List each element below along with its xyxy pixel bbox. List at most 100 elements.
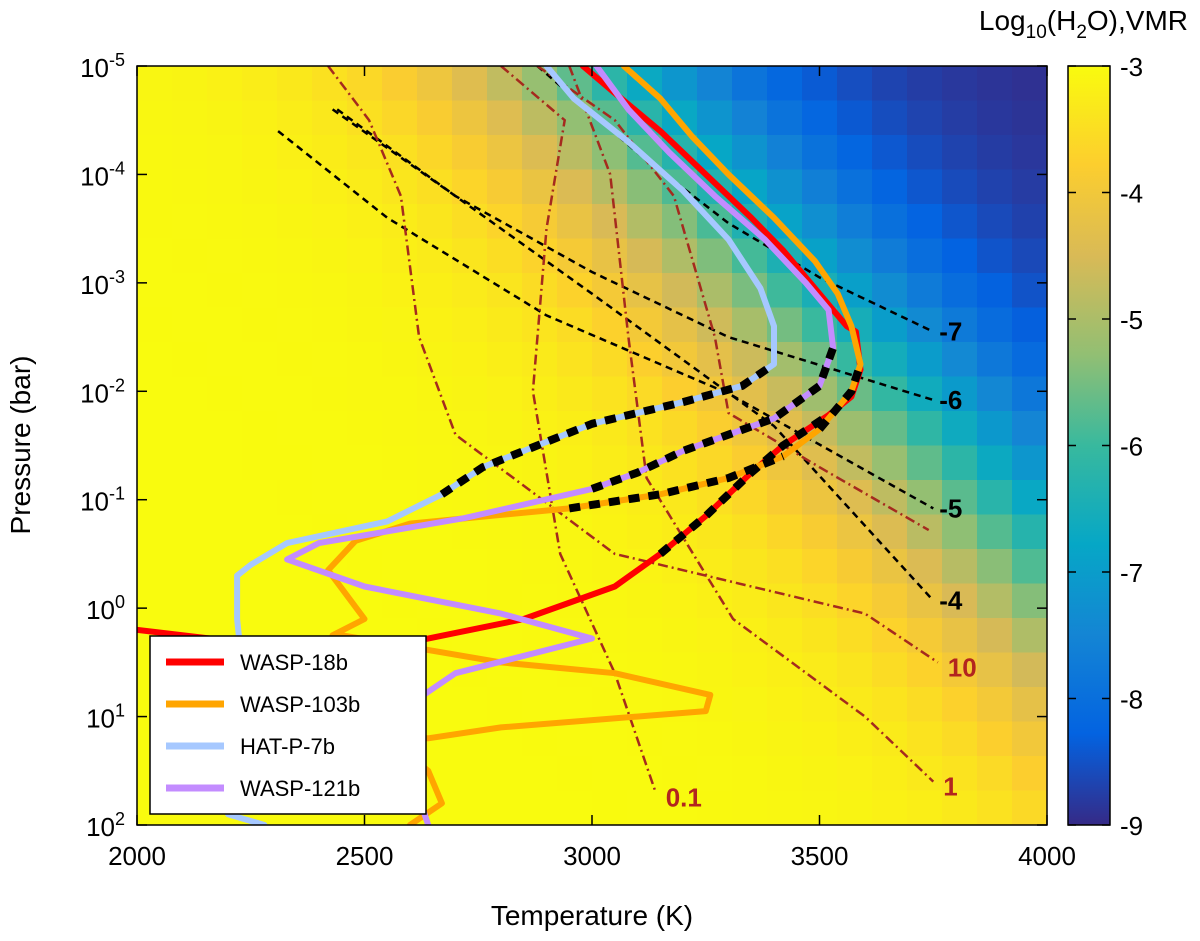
y-tick-label: 102 [86,809,125,842]
y-tick-label: 10-1 [80,484,125,517]
heatmap-cell [277,307,313,343]
heatmap-cell [942,445,978,481]
heatmap-cell [172,376,208,412]
heatmap-cell [802,514,838,550]
heatmap-cell [767,135,803,171]
heatmap-cell [242,204,278,240]
heatmap-cell [347,411,383,447]
heatmap-cell [837,480,873,516]
heatmap-cell [277,135,313,171]
heatmap-cell [907,411,943,447]
pt-profiles [137,66,865,825]
heatmap-cell [557,204,593,240]
heatmap-cell [942,618,978,654]
heatmap-cell [242,342,278,378]
heatmap-cell [1012,238,1047,274]
heatmap-cell [1012,618,1047,654]
heatmap-cell [697,66,733,102]
heatmap-cell [522,549,558,585]
heatmap-cell [452,66,488,102]
heatmap-cell [942,549,978,585]
heatmap-cell [172,135,208,171]
heatmap-cell [732,618,768,654]
heatmap-cell [627,238,663,274]
heatmap-cell [977,514,1013,550]
heatmap-cell [487,376,523,412]
heatmap-cell [767,583,803,619]
heatmap-cell [732,169,768,205]
heatmap-cell [592,756,628,792]
heatmap-cell [697,756,733,792]
heatmap-cell [137,307,173,343]
heatmap-cell [417,445,453,481]
heatmap-cell [347,549,383,585]
heatmap-cell [907,618,943,654]
heatmap-cell [452,135,488,171]
isobar-label: -5 [939,493,962,523]
heatmap-cell [977,307,1013,343]
heatmap-cell [1012,342,1047,378]
heatmap-cell [347,480,383,516]
heatmap-cell [487,169,523,205]
heatmap-cell [312,445,348,481]
heatmap-cell [837,618,873,654]
heatmap-cell [1012,204,1047,240]
heatmap-cell [942,204,978,240]
colorbar-tick-label: -9 [1120,811,1143,841]
heatmap-cell [977,480,1013,516]
x-tick-label: 2500 [336,841,394,871]
heatmap-cell [942,169,978,205]
heatmap-cell [487,756,523,792]
heatmap-cell [277,480,313,516]
heatmap-cell [627,790,663,825]
heatmap-cell [837,238,873,274]
heatmap-cell [557,721,593,757]
heatmap-cell [907,307,943,343]
heatmap-cell [802,687,838,723]
legend-label: WASP-18b [240,650,348,675]
heatmap-cell [137,445,173,481]
heatmap-cell [907,652,943,688]
heatmap-cell [522,756,558,792]
isotherm-label: 10 [948,652,977,682]
x-tick-label: 2000 [108,841,166,871]
heatmap-cell [207,376,243,412]
heatmap-cell [557,756,593,792]
heatmap-cell [662,66,698,102]
heatmap-cell [277,445,313,481]
heatmap-cell [347,100,383,136]
heatmap-cell [277,100,313,136]
heatmap-cell [732,756,768,792]
heatmap-cell [907,445,943,481]
heatmap-cell [382,411,418,447]
isotherm-label: 0.1 [666,782,702,812]
heatmap-cell [1012,790,1047,825]
heatmap-cell [872,652,908,688]
heatmap-cell [592,238,628,274]
heatmap-cell [382,169,418,205]
heatmap-cell [837,721,873,757]
heatmap-cell [522,514,558,550]
heatmap-cell [802,721,838,757]
heatmap-cell [312,135,348,171]
heatmap-cell [802,583,838,619]
heatmap-cell [382,445,418,481]
heatmap-cell [872,618,908,654]
heatmap-cell [942,238,978,274]
heatmap-cell [417,169,453,205]
heatmap-cell [732,687,768,723]
heatmap-cell [487,342,523,378]
heatmap-cell [452,169,488,205]
heatmap-cell [592,445,628,481]
heatmap-cell [522,687,558,723]
heatmap-cell [837,135,873,171]
heatmap-cell [697,273,733,309]
isotherm-line [327,66,939,664]
heatmap-cell [767,514,803,550]
heatmap-cell [872,583,908,619]
heatmap-cell [417,100,453,136]
heatmap-cell [557,445,593,481]
heatmap-cell [872,307,908,343]
heatmap-cell [417,204,453,240]
heatmap-cell [942,273,978,309]
